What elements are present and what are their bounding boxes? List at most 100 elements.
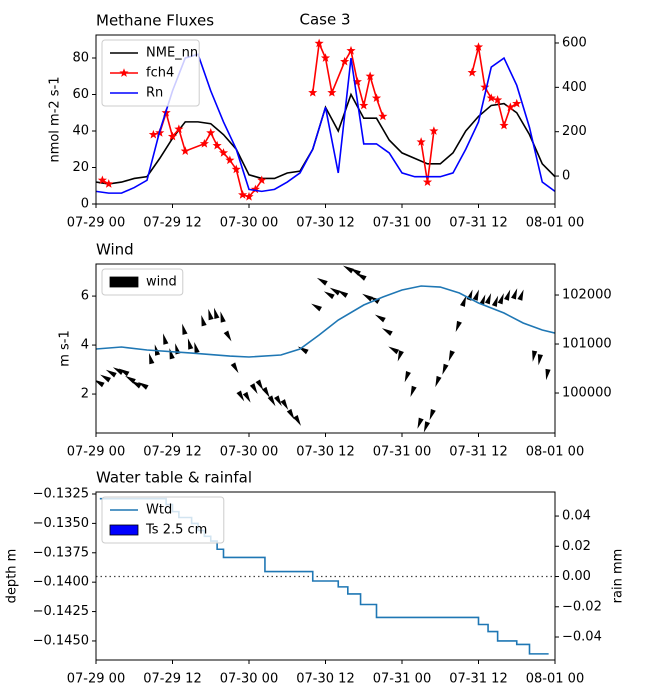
wind-arrow xyxy=(537,354,543,366)
data-point xyxy=(429,126,439,135)
data-point xyxy=(365,71,375,81)
data-point xyxy=(180,146,190,155)
data-point xyxy=(422,177,433,186)
y-axis-label: depth m xyxy=(5,549,20,604)
wind-arrow xyxy=(455,320,462,333)
chart-title: Wind xyxy=(96,241,134,259)
wind-arrow xyxy=(236,390,245,402)
wind-arrow xyxy=(491,295,499,307)
y2-tick-label: 0 xyxy=(562,169,570,184)
data-line xyxy=(96,285,555,358)
y-tick-label: −0.1400 xyxy=(33,575,89,590)
wind-arrow xyxy=(220,311,226,323)
plot-frame xyxy=(95,34,556,205)
wind-arrow xyxy=(517,289,524,301)
y-tick-label: 20 xyxy=(72,160,89,175)
x-tick-label: 07-29 00 xyxy=(67,216,125,231)
y2-tick-label: 100000 xyxy=(562,386,612,401)
data-point xyxy=(480,82,490,92)
wind-arrow xyxy=(130,380,142,389)
legend: wind xyxy=(101,268,184,296)
chart-title: Water table & rainfal xyxy=(96,469,252,487)
figure-title: Case 3 xyxy=(299,11,350,29)
legend-label: Rn xyxy=(146,86,163,101)
wind-arrow xyxy=(435,375,442,388)
data-point xyxy=(493,95,503,104)
wind-arrow xyxy=(201,315,207,327)
y2-tick-label: 102000 xyxy=(562,288,612,303)
wind-arrow xyxy=(484,293,492,305)
data-point xyxy=(340,56,350,66)
wind-arrow xyxy=(249,383,258,394)
y-tick-label: 4 xyxy=(81,338,89,353)
data-point xyxy=(352,76,362,86)
wind-arrow xyxy=(187,338,194,350)
data-point xyxy=(199,138,209,148)
wind-arrow xyxy=(163,333,169,345)
wind-arrow xyxy=(267,395,276,407)
data-point xyxy=(486,93,496,103)
data-point xyxy=(238,190,248,199)
x-tick-label: 07-30 00 xyxy=(220,216,278,231)
legend: Wtd Ts 2.5 cm xyxy=(101,496,225,544)
panel: Methane Fluxes Case 3 nmol m-2 s-1 07-29 00… xyxy=(48,11,587,231)
wind-arrow xyxy=(429,409,436,421)
wind-arrow xyxy=(286,408,295,420)
wind-arrow xyxy=(149,353,155,365)
data-point xyxy=(174,124,184,134)
y-tick-label: 60 xyxy=(72,87,89,102)
wind-arrow xyxy=(362,293,373,302)
wind-arrow xyxy=(112,367,124,376)
y-tick-label: 80 xyxy=(72,50,89,65)
y-tick-label: 40 xyxy=(72,123,89,138)
x-tick-label: 07-31 12 xyxy=(449,672,507,687)
wind-arrow xyxy=(293,415,301,426)
wind-arrow xyxy=(274,395,282,407)
y-tick-label: −0.1325 xyxy=(33,486,89,501)
y-axis-label: nmol m-2 s-1 xyxy=(48,76,63,162)
wind-arrow xyxy=(355,272,367,281)
data-point xyxy=(167,131,178,141)
y2-tick-label: 101000 xyxy=(562,337,612,352)
data-point xyxy=(244,191,254,201)
x-tick-label: 07-30 12 xyxy=(296,445,354,460)
wind-arrow xyxy=(261,386,270,398)
legend: NME_nn fch4 Rn xyxy=(101,39,200,107)
wind-arrow xyxy=(442,363,449,375)
wind-arrow xyxy=(105,369,117,378)
wind-arrow xyxy=(472,289,479,301)
y2-tick-label: −0.04 xyxy=(562,630,602,645)
plot-area xyxy=(96,265,555,433)
data-point xyxy=(416,137,426,146)
legend-label: NME_nn xyxy=(146,46,198,61)
wind-arrow xyxy=(223,330,232,342)
y-tick-label: 6 xyxy=(81,289,89,304)
legend-label: Ts 2.5 cm xyxy=(145,523,207,538)
data-point xyxy=(346,45,356,55)
wind-arrow xyxy=(230,362,239,374)
wind-arrow xyxy=(182,323,188,335)
y-tick-label: −0.1425 xyxy=(33,604,89,619)
legend-swatch xyxy=(109,276,139,288)
legend-swatch xyxy=(109,524,139,536)
y2-tick-label: 600 xyxy=(562,35,587,50)
x-tick-label: 08-01 00 xyxy=(526,445,584,460)
y-tick-label: −0.1350 xyxy=(33,516,89,531)
plot-frame xyxy=(95,263,556,434)
wind-arrow xyxy=(169,348,175,360)
y2-tick-label: 0.00 xyxy=(562,569,591,584)
wind-arrow xyxy=(417,417,424,429)
y-tick-label: −0.1450 xyxy=(33,633,89,648)
x-tick-label: 08-01 00 xyxy=(526,216,584,231)
wind-arrow xyxy=(280,399,289,410)
wind-arrow xyxy=(96,379,105,388)
wind-arrow xyxy=(410,385,417,397)
data-point xyxy=(206,128,216,137)
x-tick-label: 07-29 12 xyxy=(143,672,201,687)
x-tick-label: 07-29 00 xyxy=(67,445,125,460)
data-point xyxy=(250,184,260,194)
data-point xyxy=(473,42,484,51)
x-tick-label: 08-01 00 xyxy=(526,672,584,687)
legend-marker xyxy=(119,68,129,77)
